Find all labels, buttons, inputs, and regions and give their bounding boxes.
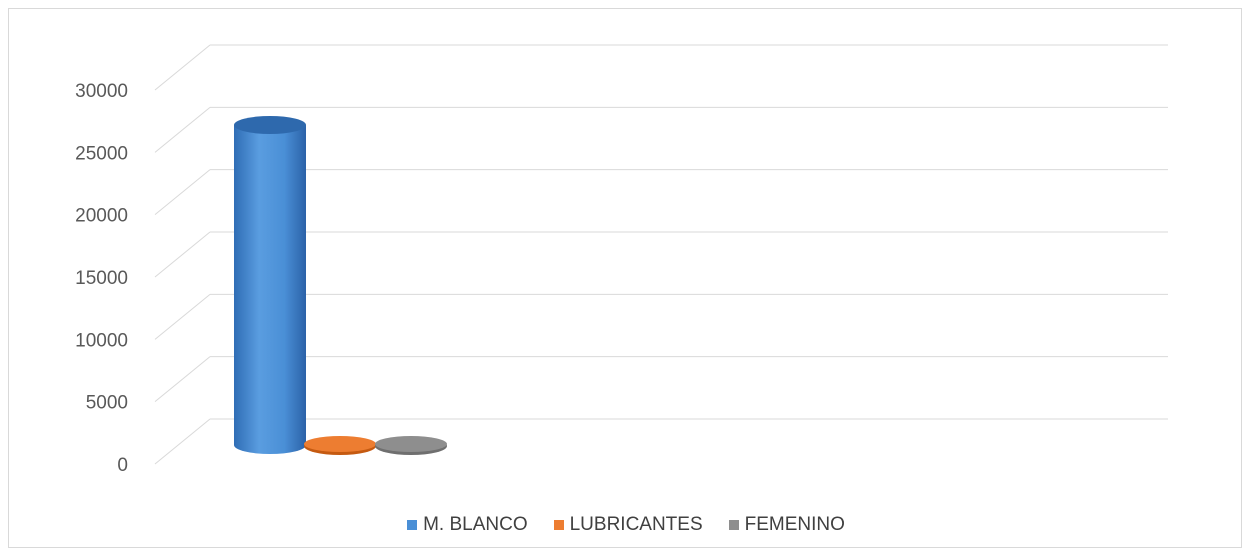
bar-top [375, 436, 447, 452]
bar-body [234, 125, 306, 454]
y-tick-label: 25000 [75, 143, 128, 164]
legend-label: LUBRICANTES [570, 514, 703, 536]
gridline-side [155, 357, 210, 402]
legend-swatch [407, 520, 417, 530]
legend-item: FEMENINO [729, 514, 845, 536]
legend-item: LUBRICANTES [554, 514, 703, 536]
bar-femenino [375, 436, 447, 455]
bar-lubricantes [304, 436, 376, 455]
y-tick-label: 15000 [75, 268, 128, 289]
gridline-side [155, 107, 210, 152]
y-tick-label: 20000 [75, 206, 128, 227]
gridline-side [155, 170, 210, 215]
legend-label: M. BLANCO [423, 514, 528, 536]
y-tick-label: 0 [117, 455, 128, 476]
gridline-side [155, 232, 210, 277]
gridline-side [155, 294, 210, 339]
y-tick-label: 30000 [75, 81, 128, 102]
legend: M. BLANCO LUBRICANTES FEMENINO [0, 512, 1252, 538]
gridline-side [155, 419, 210, 464]
legend-swatch [554, 520, 564, 530]
legend-label: FEMENINO [745, 514, 845, 536]
y-tick-label: 5000 [86, 393, 128, 414]
legend-item: M. BLANCO [407, 514, 528, 536]
bar-top [304, 436, 376, 452]
bar-top [234, 116, 306, 134]
gridline-side [155, 45, 210, 90]
bar-m-blanco [234, 116, 306, 454]
legend-swatch [729, 520, 739, 530]
y-tick-label: 10000 [75, 330, 128, 351]
